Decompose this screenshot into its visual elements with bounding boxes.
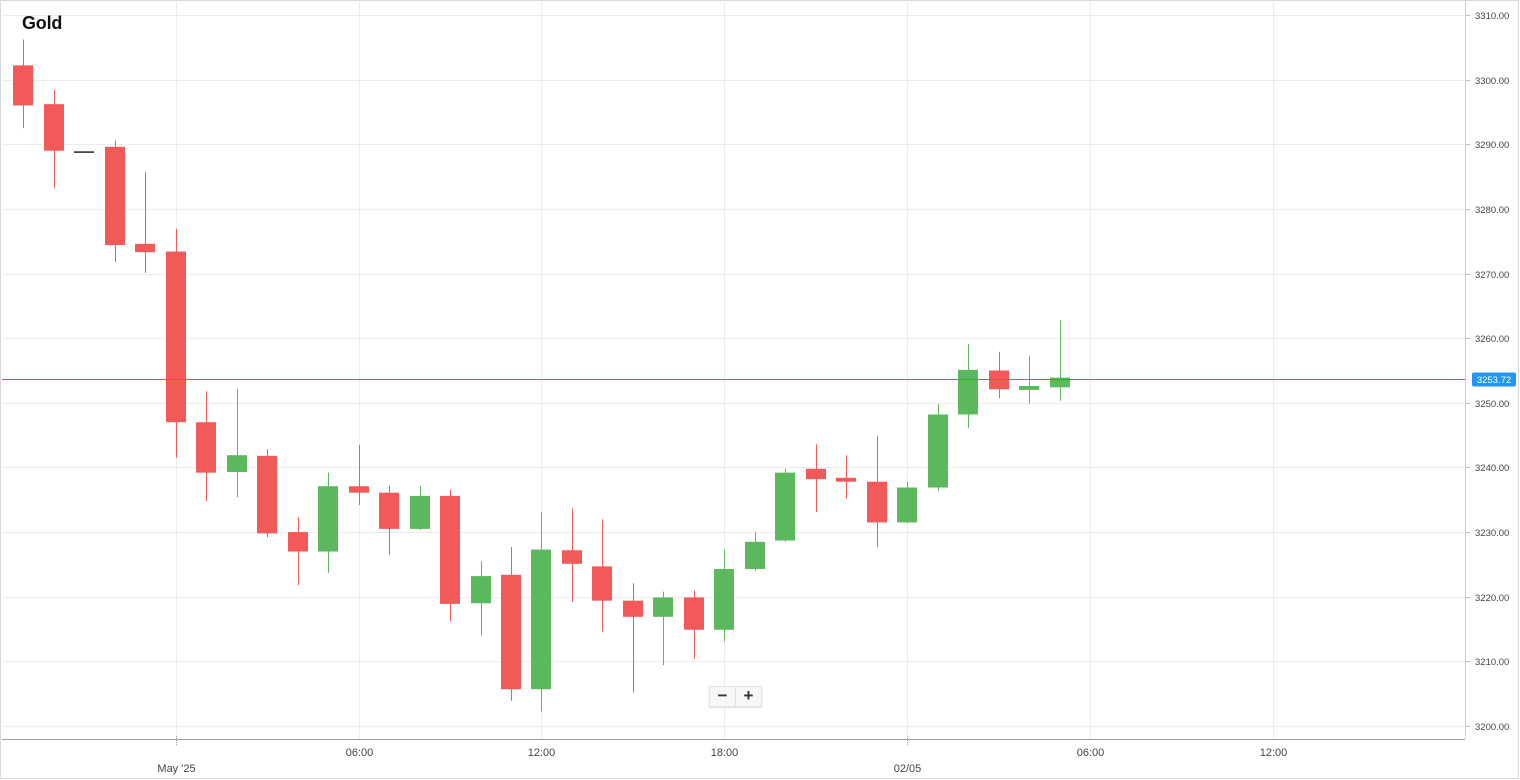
candle	[653, 591, 673, 666]
last-price-marker: 3253.72	[2, 372, 1516, 387]
candle	[562, 508, 582, 602]
y-tick-label: 3260.00	[1475, 334, 1509, 345]
candle-body	[135, 243, 155, 253]
candle-body	[379, 492, 399, 529]
candle-body	[166, 251, 186, 423]
zoom-in-button[interactable]: +	[735, 687, 761, 706]
candle	[471, 561, 491, 636]
candle-body	[1019, 386, 1039, 390]
candle-body	[257, 455, 277, 534]
last-price-badge	[1472, 372, 1516, 387]
candle	[13, 39, 33, 129]
candle	[227, 389, 247, 498]
zoom-out-button[interactable]: −	[717, 686, 728, 705]
candle	[288, 517, 308, 586]
candle	[684, 590, 704, 659]
candle-body	[105, 146, 125, 246]
candle	[623, 583, 643, 693]
candle	[806, 444, 826, 513]
candle-body	[196, 422, 216, 473]
y-tick-label: 3300.00	[1475, 76, 1509, 87]
candle-body	[1050, 377, 1070, 388]
x-tick-label: 02/05	[894, 763, 922, 775]
candle-body	[653, 597, 673, 617]
candle	[867, 435, 887, 547]
x-axis: May '25 06:00 12:00 18:00 02/05 06:00 12:00	[2, 736, 1465, 775]
x-tick-label: 12:00	[528, 747, 556, 759]
candle-body	[745, 541, 765, 569]
x-tick-label: May '25	[157, 763, 195, 775]
candle-body	[13, 65, 33, 106]
y-tick-label: 3230.00	[1475, 528, 1509, 539]
candle	[897, 481, 917, 524]
zoom-controls: − +	[709, 686, 762, 707]
candle-body	[623, 600, 643, 617]
y-tick-label: 3310.00	[1475, 11, 1509, 22]
candle	[257, 449, 277, 538]
candle	[135, 172, 155, 273]
y-tick-label: 3200.00	[1475, 722, 1509, 733]
candle-body	[288, 532, 308, 552]
candle	[440, 489, 460, 622]
chart-title: Gold	[22, 13, 63, 33]
y-tick-label: 3210.00	[1475, 657, 1509, 668]
x-tick-label: 06:00	[346, 747, 374, 759]
candle-body	[349, 486, 369, 493]
candle-body	[44, 104, 64, 151]
candle-body	[684, 597, 704, 630]
candle	[928, 404, 948, 491]
candle-body	[592, 566, 612, 601]
candle	[74, 151, 94, 153]
candle	[379, 485, 399, 555]
candle-body	[958, 369, 978, 415]
candle-body	[440, 495, 460, 604]
candle-body	[897, 487, 917, 523]
candle	[775, 468, 795, 542]
x-tick-label: 12:00	[1260, 747, 1288, 759]
x-tick-label: 06:00	[1077, 747, 1105, 759]
candle-body	[501, 574, 521, 690]
candle	[501, 546, 521, 701]
candle	[958, 343, 978, 429]
y-tick-label: 3290.00	[1475, 140, 1509, 151]
candle	[592, 519, 612, 632]
candle	[166, 228, 186, 458]
y-axis: 3200.00 3210.00 3220.00 3230.00 3240.00 3250.…	[1465, 0, 1509, 739]
candle-body	[714, 568, 734, 630]
candle-body	[410, 495, 430, 529]
candle	[44, 89, 64, 189]
candle	[349, 444, 369, 505]
y-tick-label: 3240.00	[1475, 463, 1509, 474]
candle-body	[836, 477, 856, 482]
candle	[196, 391, 216, 502]
candle-body	[806, 468, 826, 480]
candle-body	[227, 455, 247, 472]
candle-body	[74, 151, 94, 153]
candle	[714, 549, 734, 642]
candle	[531, 512, 551, 712]
candle-body	[318, 486, 338, 552]
candle-body	[471, 576, 491, 604]
candle	[989, 351, 1009, 399]
last-price-label: 3253.72	[1477, 375, 1511, 386]
candle-body	[531, 549, 551, 690]
candle-body	[562, 550, 582, 564]
y-tick-label: 3280.00	[1475, 205, 1509, 216]
candle	[836, 455, 856, 499]
y-tick-label: 3270.00	[1475, 270, 1509, 281]
candle	[410, 486, 430, 531]
y-tick-label: 3250.00	[1475, 399, 1509, 410]
candle	[1050, 320, 1070, 401]
candle-body	[928, 414, 948, 488]
candle-body	[775, 472, 795, 541]
y-tick-label: 3220.00	[1475, 593, 1509, 604]
candle-body	[867, 481, 887, 523]
candles	[13, 39, 1070, 712]
x-tick-label: 18:00	[711, 747, 739, 759]
candle	[745, 532, 765, 571]
candle	[318, 472, 338, 573]
candle	[105, 140, 125, 262]
